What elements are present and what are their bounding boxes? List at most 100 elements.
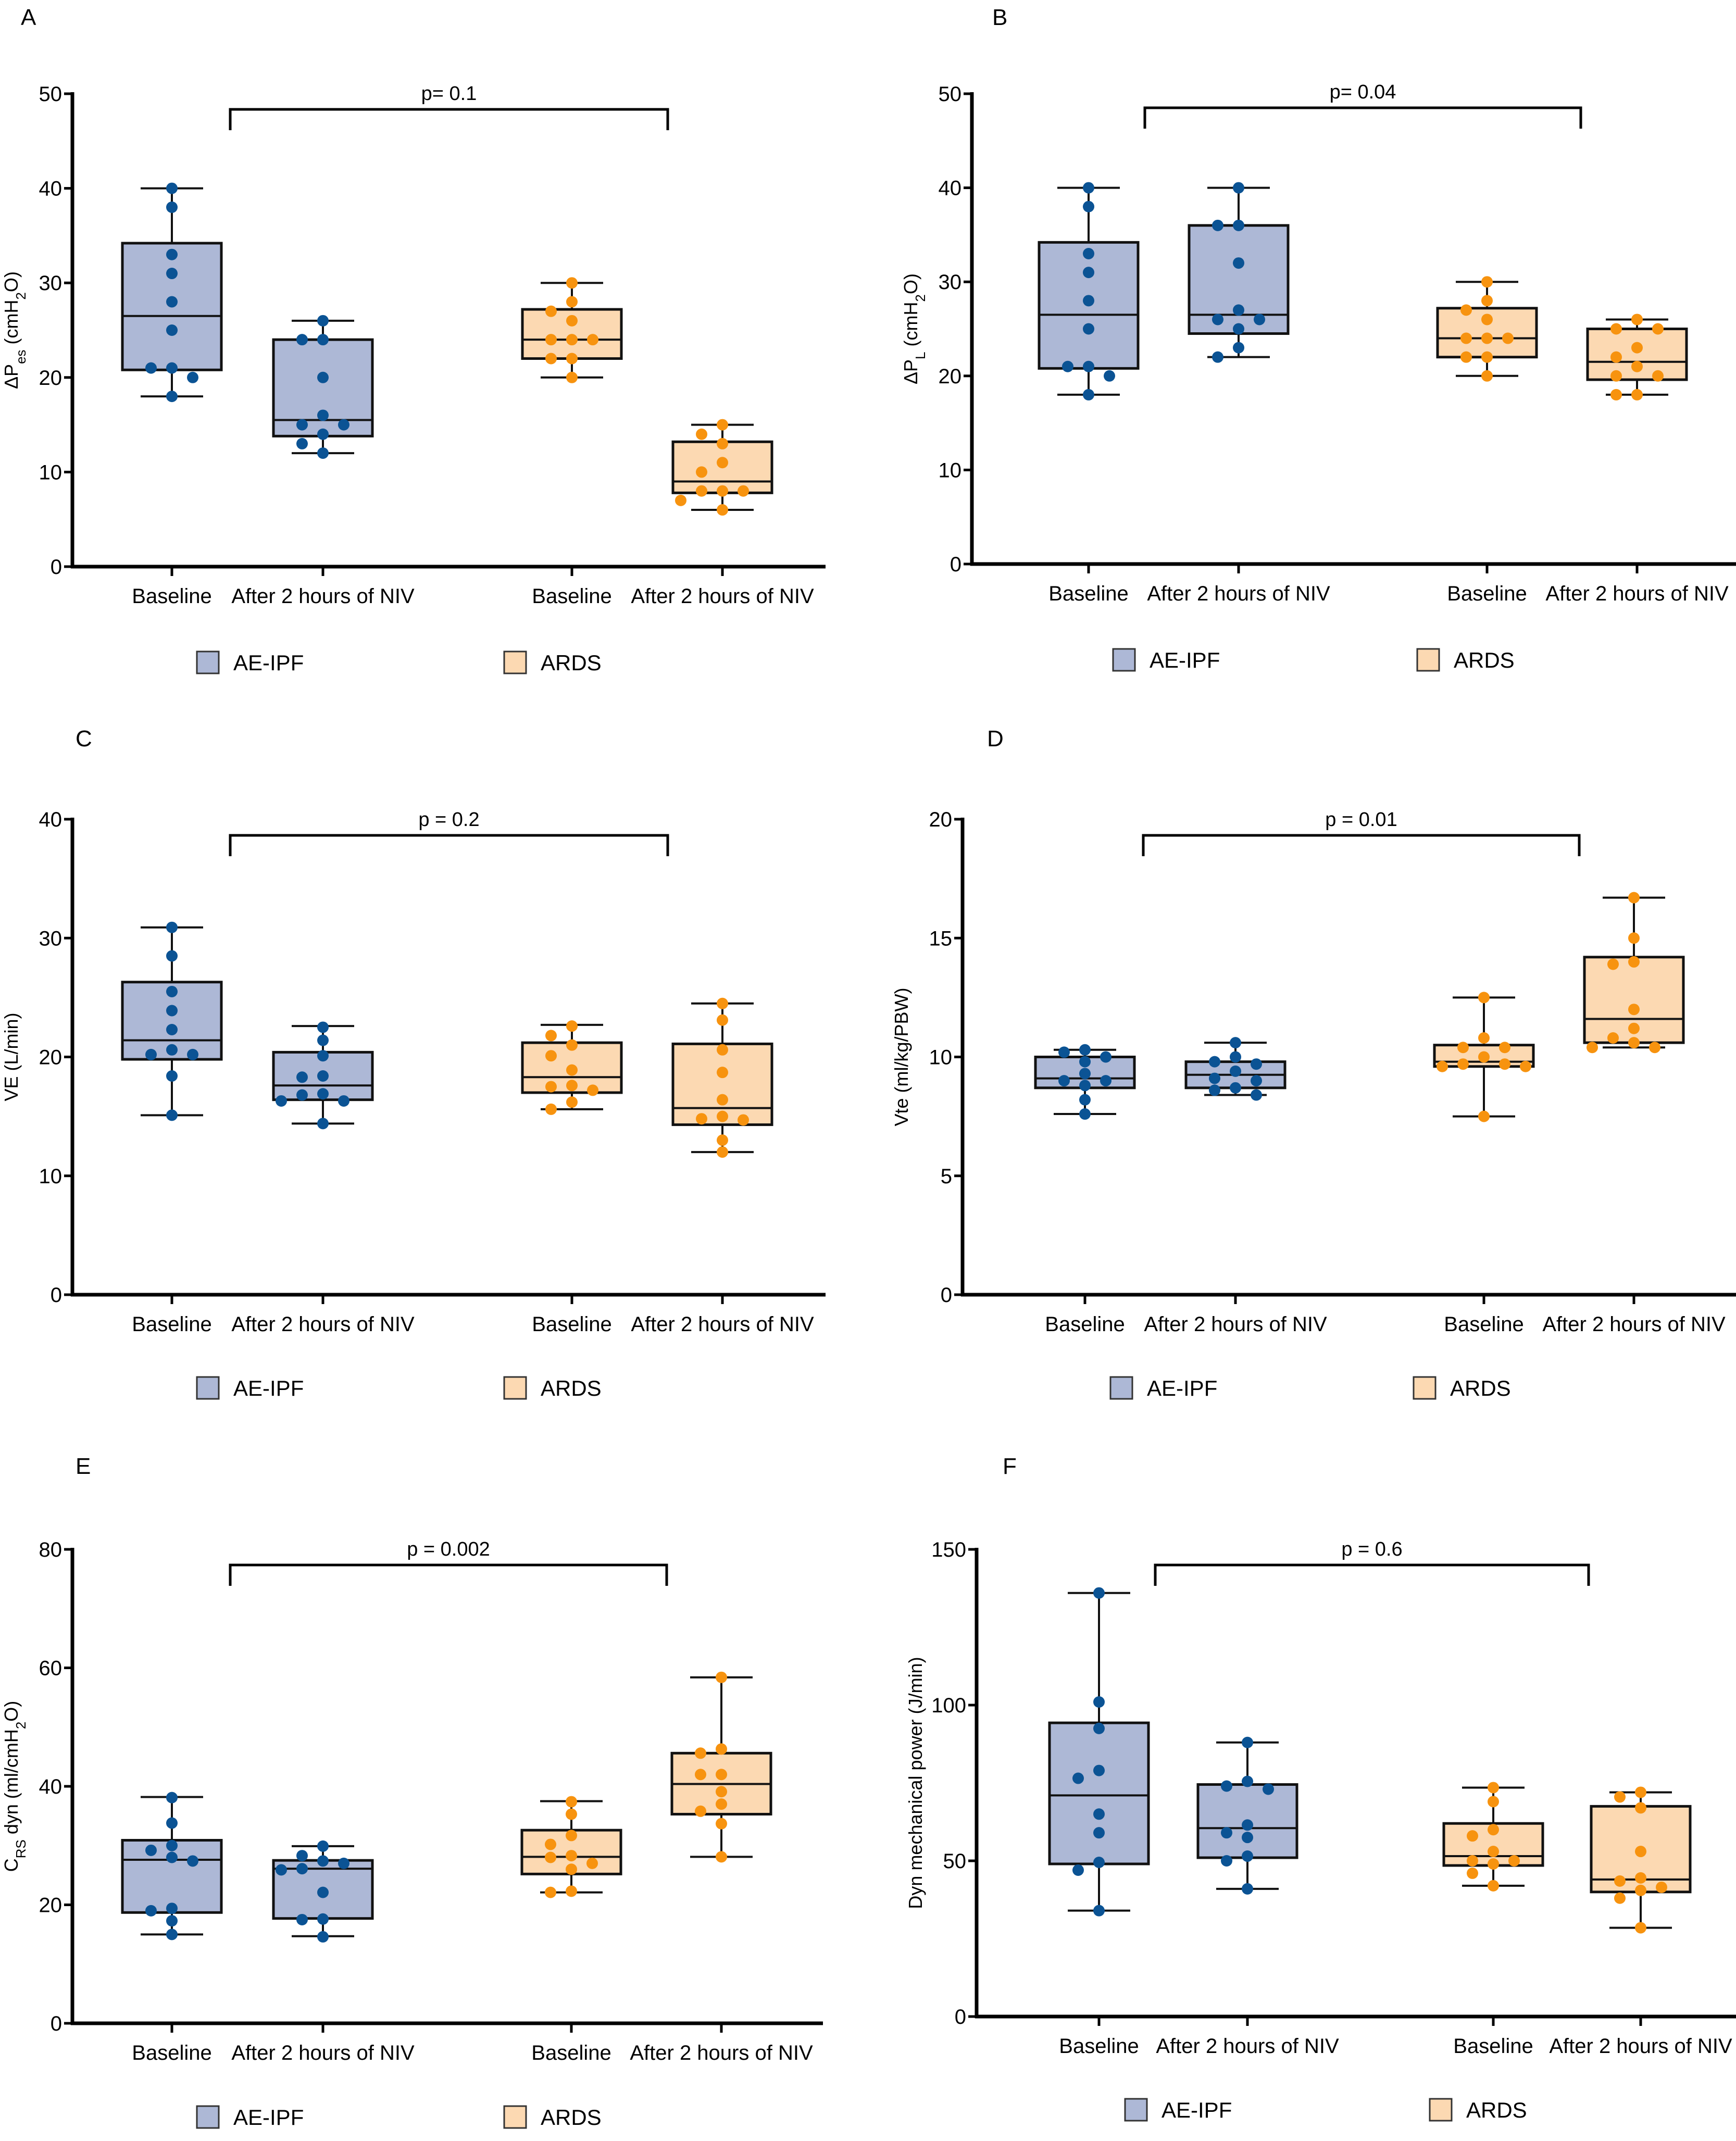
data-point <box>1221 1827 1232 1839</box>
y-axis-title: CRS dyn (ml/cmH2O) <box>1 1701 29 1872</box>
data-point <box>145 1844 157 1856</box>
data-point <box>317 1886 329 1898</box>
panel-letter: F <box>1003 1454 1017 1479</box>
y-tick-label: 60 <box>39 1657 63 1680</box>
data-point <box>1610 370 1622 382</box>
data-point <box>545 353 557 365</box>
y-tick-label: 0 <box>51 2012 62 2035</box>
data-point <box>1488 1880 1499 1892</box>
legend-swatch-ards <box>1429 2098 1453 2122</box>
data-point <box>1457 1042 1469 1054</box>
data-point <box>317 1931 329 1943</box>
data-point <box>1062 360 1073 372</box>
data-point <box>1478 992 1490 1004</box>
data-point <box>717 997 728 1009</box>
y-axis-title-part: C <box>1 1858 22 1872</box>
data-point <box>317 371 329 383</box>
y-tick-label: 40 <box>39 808 63 831</box>
y-axis-title-part: dyn (ml/cmH <box>1 1729 22 1839</box>
y-tick-label: 50 <box>39 83 63 106</box>
data-point <box>695 1769 706 1781</box>
box-ards-after-niv <box>1590 1786 1692 1934</box>
data-point <box>166 985 178 997</box>
box-ards-baseline <box>1442 1782 1544 1892</box>
data-point <box>1230 1065 1241 1077</box>
y-axis-title-part: ΔP <box>900 359 921 384</box>
data-point <box>166 248 178 260</box>
box-ae_ipf-baseline <box>1048 1587 1150 1917</box>
box-ae_ipf-baseline <box>121 1792 223 1940</box>
panel-letter: C <box>76 726 92 752</box>
data-point <box>1242 1883 1253 1895</box>
panel-letter: B <box>992 5 1007 30</box>
x-tick-label: After 2 hours of NIV <box>231 2042 415 2064</box>
y-tick-label: 10 <box>39 461 63 484</box>
box-ards-after-niv <box>1583 892 1685 1054</box>
x-tick-label: Baseline <box>532 1313 611 1336</box>
y-axis-title-part: Vte (ml/kg/PBW) <box>891 987 912 1126</box>
panel-c: C VE (L/min) 0 10 20 30 40 Baseline After 2 hour… <box>1 726 826 1400</box>
y-axis-title-part: VE (L/min) <box>1 1012 22 1101</box>
data-point <box>1628 892 1640 904</box>
significance-bracket <box>229 108 669 130</box>
data-point <box>1093 1722 1105 1734</box>
data-point <box>187 371 198 383</box>
data-point <box>1607 1032 1619 1044</box>
data-point <box>1481 351 1493 363</box>
box-ards-baseline <box>521 1020 623 1115</box>
data-point <box>276 1095 287 1107</box>
data-point <box>1093 1808 1105 1820</box>
data-point <box>276 1864 287 1876</box>
data-point <box>1635 1802 1646 1814</box>
iqr-box <box>1188 224 1290 335</box>
panel-a: A ΔPes (cmH2O) 0 10 20 30 40 50 Baseline After 2 … <box>1 5 826 675</box>
data-point <box>296 1089 308 1101</box>
p-value-label: p = 0.01 <box>1325 809 1397 831</box>
legend-label-ards: ARDS <box>541 650 602 675</box>
data-point <box>717 457 728 469</box>
box-ards-after-niv <box>671 997 773 1158</box>
y-tick-label: 10 <box>39 1165 63 1188</box>
data-point <box>1093 1696 1105 1708</box>
data-point <box>338 1857 349 1869</box>
x-tick-label: After 2 hours of NIV <box>631 585 814 608</box>
data-point <box>187 1048 198 1060</box>
data-point <box>1488 1796 1499 1808</box>
y-tick-label: 20 <box>929 808 953 831</box>
panel-d: D Vte (ml/kg/PBW) 0 5 10 15 20 Baseline After 2 … <box>891 726 1736 1400</box>
data-point <box>1631 389 1643 400</box>
data-point <box>1083 267 1094 279</box>
box-ards-after-niv <box>1586 314 1688 400</box>
data-point <box>1652 323 1664 335</box>
y-tick-label: 20 <box>939 365 962 388</box>
data-point <box>166 1851 178 1863</box>
data-point <box>1520 1060 1531 1072</box>
data-point <box>1628 1004 1640 1016</box>
data-point <box>1079 1056 1091 1068</box>
legend-swatch-ae_ipf <box>196 2105 220 2129</box>
legend-swatch-ae_ipf <box>196 650 220 674</box>
legend-swatch-ae_ipf <box>196 1376 220 1400</box>
data-point <box>296 1913 308 1925</box>
data-point <box>1481 332 1493 344</box>
p-value-label: p= 0.04 <box>1330 81 1396 103</box>
legend-label-ards: ARDS <box>541 1376 602 1400</box>
data-point <box>1079 1080 1091 1092</box>
data-point <box>1254 314 1265 325</box>
data-point <box>545 1838 556 1850</box>
box-ae_ipf-after-niv <box>272 1840 374 1943</box>
data-point <box>1212 219 1223 231</box>
data-point <box>1457 1058 1469 1070</box>
y-axis-title-part: (cmH <box>900 302 921 352</box>
data-point <box>566 353 578 365</box>
data-point <box>166 1070 178 1082</box>
data-point <box>296 334 308 346</box>
x-tick-label: Baseline <box>1059 2035 1139 2058</box>
data-point <box>166 182 178 194</box>
data-point <box>587 1084 598 1096</box>
data-point <box>1083 201 1094 212</box>
significance-bracket <box>1154 1563 1590 1586</box>
y-tick-label: 0 <box>955 2006 966 2029</box>
data-point <box>317 1021 329 1033</box>
x-tick-label: After 2 hours of NIV <box>231 1313 415 1336</box>
